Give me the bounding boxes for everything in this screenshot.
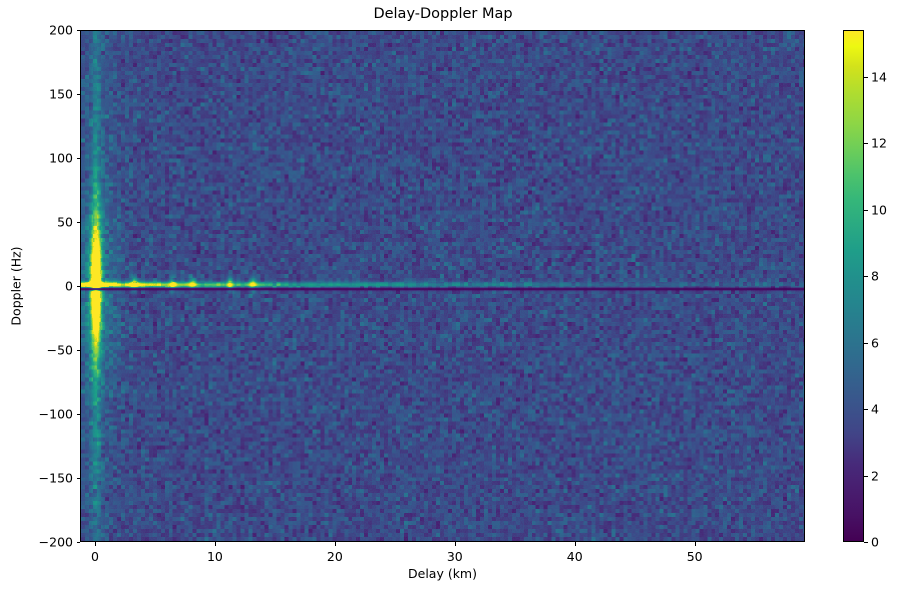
y-tick-label: −100 [38,406,73,422]
colorbar-tick-label: 14 [871,69,887,85]
x-tick-label: 20 [326,549,343,564]
colorbar-tick-mark [864,143,868,145]
y-axis-label: Doppler (Hz) [8,246,24,326]
x-tick-label: 50 [686,549,703,564]
y-tick-label: −150 [38,470,73,486]
y-tick-mark [76,286,80,287]
colorbar-tick-label: 2 [871,468,879,483]
y-tick-mark [76,414,80,415]
y-tick-mark [76,158,80,159]
heatmap-plot-area [80,30,805,542]
y-tick-label: 50 [57,214,73,230]
y-tick-mark [76,350,80,351]
colorbar-tick-label: 6 [871,335,879,351]
colorbar-tick-mark [864,209,868,211]
y-tick-mark [76,30,80,31]
y-tick-label: −200 [38,534,73,550]
y-tick-label: 200 [49,22,73,38]
x-tick-mark [454,542,456,546]
x-tick-label: 30 [446,549,463,564]
colorbar-tick-mark [864,276,868,278]
x-tick-mark [214,542,216,546]
colorbar-tick-mark [864,542,868,543]
y-tick-mark [76,222,80,223]
x-axis-label: Delay (km) [408,566,477,581]
y-tick-label: 150 [49,86,73,102]
x-tick-mark [334,542,336,546]
x-tick-label: 40 [566,549,583,564]
y-tick-label: 0 [65,278,73,294]
y-tick-mark [76,94,80,95]
heatmap-canvas [81,31,804,541]
x-tick-label: 0 [91,549,99,564]
y-tick-label: −50 [46,342,73,358]
colorbar-tick-label: 10 [871,202,887,218]
y-tick-mark [76,478,80,479]
y-tick-mark [76,542,80,543]
colorbar-tick-label: 4 [871,401,879,417]
x-tick-mark [574,542,576,546]
colorbar-tick-mark [864,342,868,344]
colorbar [843,30,864,542]
x-tick-label: 10 [206,549,223,564]
y-tick-label: 100 [49,150,73,166]
colorbar-tick-mark [864,475,868,477]
colorbar-tick-label: 8 [871,268,879,284]
colorbar-tick-label: 0 [871,534,879,550]
chart-title: Delay-Doppler Map [373,6,513,22]
x-tick-mark [694,542,696,546]
colorbar-tick-mark [864,409,868,410]
colorbar-tick-label: 12 [871,135,887,151]
colorbar-tick-mark [864,76,868,78]
x-tick-mark [94,542,96,546]
